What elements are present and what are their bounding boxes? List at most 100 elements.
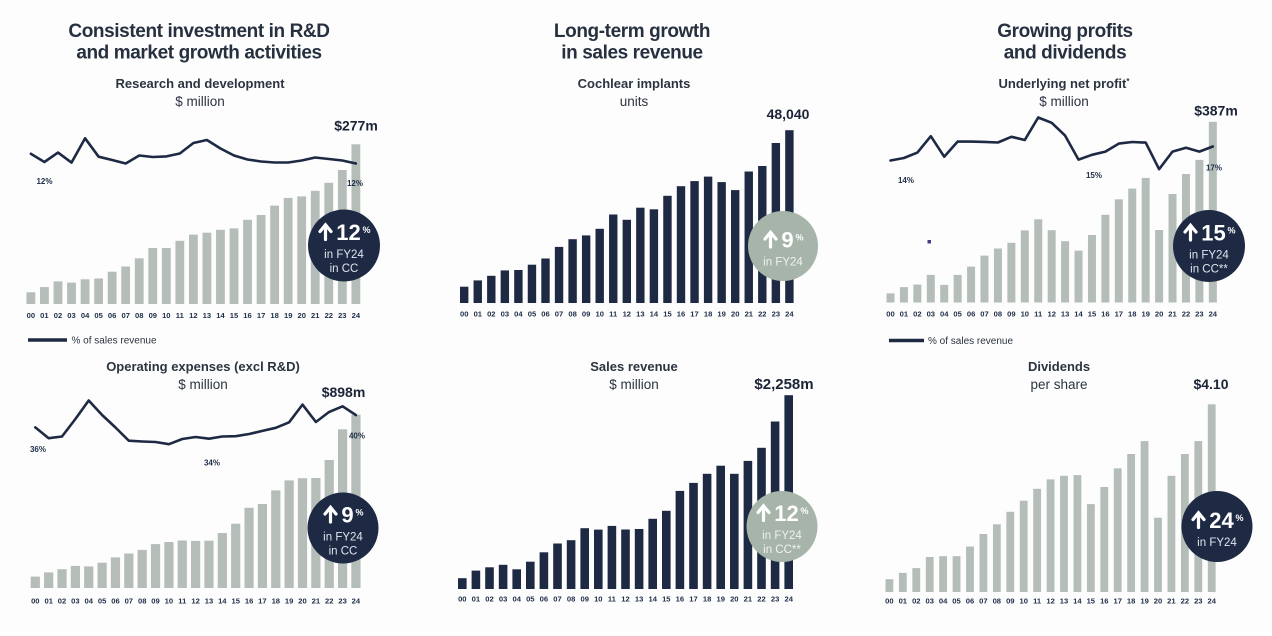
svg-text:08: 08 <box>993 597 1001 606</box>
svg-text:14: 14 <box>648 595 657 604</box>
svg-text:20: 20 <box>298 597 306 606</box>
svg-text:14: 14 <box>1074 310 1083 319</box>
svg-text:$ million: $ million <box>175 94 225 109</box>
svg-text:07: 07 <box>980 310 988 319</box>
svg-text:14: 14 <box>218 597 227 606</box>
svg-text:11: 11 <box>1033 597 1042 606</box>
svg-text:03: 03 <box>927 310 935 319</box>
svg-text:13: 13 <box>635 595 643 604</box>
svg-text:in CC**: in CC** <box>1190 264 1228 276</box>
svg-text:14: 14 <box>216 311 225 320</box>
svg-text:9: 9 <box>341 503 353 528</box>
svg-text:18: 18 <box>703 595 711 604</box>
svg-text:11: 11 <box>178 597 187 606</box>
svg-text:10: 10 <box>595 310 603 319</box>
svg-text:units: units <box>620 94 649 109</box>
svg-text:10: 10 <box>165 597 173 606</box>
svg-text:23: 23 <box>771 595 779 604</box>
svg-text:03: 03 <box>925 597 933 606</box>
svg-text:19: 19 <box>1141 310 1149 319</box>
svg-text:23: 23 <box>772 310 780 319</box>
svg-text:in sales revenue: in sales revenue <box>561 43 702 64</box>
svg-text:02: 02 <box>487 310 495 319</box>
svg-text:02: 02 <box>54 311 62 320</box>
svg-text:00: 00 <box>27 311 35 320</box>
svg-text:12%: 12% <box>347 179 363 188</box>
svg-text:$ million: $ million <box>609 377 659 392</box>
svg-text:16: 16 <box>677 310 685 319</box>
svg-text:Growing profits: Growing profits <box>997 21 1132 42</box>
svg-text:%: % <box>1236 513 1244 523</box>
svg-text:11: 11 <box>1034 310 1043 319</box>
svg-text:17: 17 <box>1113 597 1121 606</box>
svg-text:07: 07 <box>553 595 561 604</box>
svg-text:23: 23 <box>1194 597 1202 606</box>
svg-text:00: 00 <box>885 597 893 606</box>
svg-text:09: 09 <box>582 310 590 319</box>
svg-text:% of sales revenue: % of sales revenue <box>72 336 157 347</box>
svg-text:19: 19 <box>1140 597 1148 606</box>
svg-text:$387m: $387m <box>1194 103 1238 119</box>
svg-text:20: 20 <box>297 311 305 320</box>
svg-text:09: 09 <box>1007 310 1015 319</box>
svg-text:per share: per share <box>1030 377 1087 392</box>
svg-text:in CC: in CC <box>330 263 359 275</box>
svg-text:16: 16 <box>676 595 684 604</box>
svg-text:%: % <box>796 233 804 243</box>
svg-text:04: 04 <box>81 311 90 320</box>
svg-text:36%: 36% <box>30 445 46 454</box>
svg-text:10: 10 <box>594 595 602 604</box>
svg-text:22: 22 <box>325 597 333 606</box>
svg-text:08: 08 <box>138 597 146 606</box>
svg-text:15: 15 <box>662 595 671 604</box>
svg-text:19: 19 <box>716 595 724 604</box>
svg-text:21: 21 <box>312 597 321 606</box>
svg-text:in FY24: in FY24 <box>1197 537 1237 549</box>
svg-text:06: 06 <box>108 311 116 320</box>
svg-text:and market growth activities: and market growth activities <box>76 43 321 64</box>
svg-text:% of sales revenue: % of sales revenue <box>928 336 1013 347</box>
svg-text:17: 17 <box>690 310 698 319</box>
svg-text:22: 22 <box>1181 597 1189 606</box>
svg-text:Underlying net profit*: Underlying net profit* <box>999 76 1131 91</box>
svg-text:Consistent investment in R&D: Consistent investment in R&D <box>68 21 329 42</box>
svg-text:21: 21 <box>1168 310 1177 319</box>
svg-text:04: 04 <box>84 597 93 606</box>
svg-text:24: 24 <box>784 595 793 604</box>
svg-text:06: 06 <box>966 597 974 606</box>
svg-text:14%: 14% <box>898 176 914 185</box>
svg-text:Cochlear implants: Cochlear implants <box>578 76 691 91</box>
svg-text:00: 00 <box>886 310 894 319</box>
svg-text:22: 22 <box>325 311 333 320</box>
svg-text:17: 17 <box>1115 310 1123 319</box>
svg-text:18: 18 <box>1128 310 1136 319</box>
svg-text:05: 05 <box>94 311 103 320</box>
svg-text:%: % <box>1228 226 1236 236</box>
svg-text:48,040: 48,040 <box>767 106 810 122</box>
svg-text:16: 16 <box>1101 310 1109 319</box>
svg-text:24: 24 <box>785 310 794 319</box>
svg-text:02: 02 <box>58 597 66 606</box>
svg-text:20: 20 <box>1154 597 1162 606</box>
svg-text:$ million: $ million <box>1039 94 1089 109</box>
svg-text:24: 24 <box>352 311 361 320</box>
svg-text:05: 05 <box>526 595 535 604</box>
svg-text:05: 05 <box>952 597 961 606</box>
svg-text:13: 13 <box>636 310 644 319</box>
svg-text:06: 06 <box>967 310 975 319</box>
svg-text:16: 16 <box>1100 597 1108 606</box>
svg-text:04: 04 <box>512 595 521 604</box>
svg-text:07: 07 <box>121 311 129 320</box>
svg-text:in CC**: in CC** <box>763 544 801 556</box>
svg-text:07: 07 <box>555 310 563 319</box>
svg-text:03: 03 <box>501 310 509 319</box>
svg-text:06: 06 <box>541 310 549 319</box>
svg-text:14: 14 <box>1073 597 1082 606</box>
svg-text:17%: 17% <box>1206 164 1222 173</box>
svg-text:07: 07 <box>125 597 133 606</box>
svg-text:01: 01 <box>899 597 908 606</box>
svg-text:18: 18 <box>704 310 712 319</box>
svg-text:22: 22 <box>758 310 766 319</box>
svg-text:Sales revenue: Sales revenue <box>590 359 677 374</box>
svg-text:00: 00 <box>460 310 468 319</box>
